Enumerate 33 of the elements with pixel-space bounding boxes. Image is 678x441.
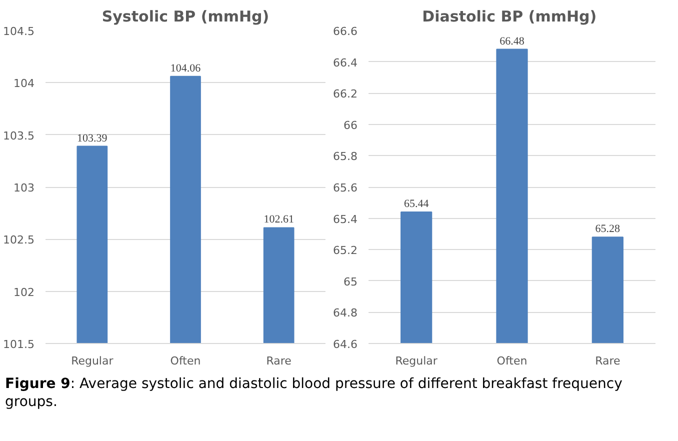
x-tick-label: Often [496,354,528,368]
x-tick-label: Regular [395,354,438,368]
y-tick-label: 64.8 [333,306,358,320]
x-tick-label: Rare [595,354,620,368]
y-tick-label: 65 [344,275,358,288]
y-tick-label: 101.5 [3,338,35,351]
data-label: 65.44 [404,198,430,210]
y-tick-label: 102.5 [3,234,35,247]
y-tick-label: 65.4 [333,212,358,226]
x-tick-label: Regular [71,354,114,368]
data-label: 104.06 [170,62,202,74]
y-tick-label: 66.2 [333,88,358,101]
y-tick-label: 65.8 [333,150,358,164]
data-label: 66.48 [500,35,525,48]
x-tick-label: Often [170,354,201,368]
data-label: 65.28 [595,223,621,236]
data-label: 103.39 [77,132,108,144]
y-tick-label: 102 [14,286,35,299]
y-tick-label: 103 [14,182,35,194]
y-tick-label: 65.6 [333,182,358,194]
data-label: 102.61 [264,214,294,226]
chart-title: Systolic BP (mmHg) [102,8,270,26]
caption: Figure 9: Average systolic and diastolic blood pressure of different breakfast frequency groups. [5,375,624,412]
y-tick-label: 65.2 [333,244,358,258]
y-tick-label: 104 [14,77,35,90]
y-tick-label: 103.5 [3,129,35,142]
y-tick-label: 66 [344,118,358,132]
chart-title: Diastolic BP (mmHg) [422,8,597,26]
y-tick-label: 66.4 [333,56,358,70]
x-tick-label: Rare [266,354,292,368]
y-tick-label: 64.6 [333,338,358,351]
y-tick-label: 104.5 [3,25,35,38]
y-tick-label: 66.6 [333,25,358,38]
